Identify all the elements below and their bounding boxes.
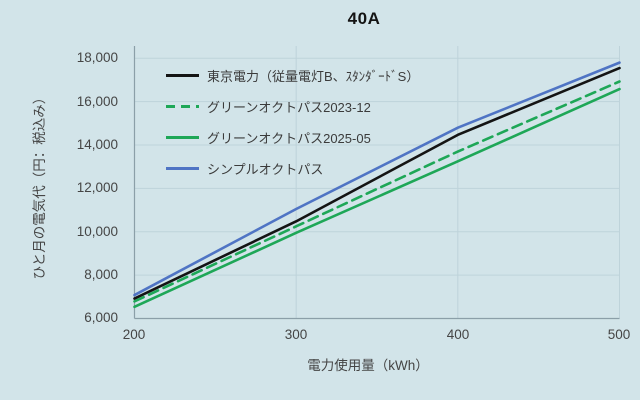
legend-item-green-octopus-2025-05: グリーンオクトパス2025-05 (166, 122, 419, 153)
y-tick-label: 10,000 (76, 224, 118, 239)
x-axis-title: 電力使用量（kWh） (307, 358, 429, 373)
legend-line-sample-blue-solid (166, 167, 199, 170)
x-tick-label: 400 (446, 327, 470, 342)
y-axis-title: ひと月の電気代（円：税込み） (32, 90, 47, 280)
legend-line-sample-black-solid (166, 74, 199, 77)
legend-label: グリーンオクトパス2025-05 (207, 131, 371, 146)
y-tick-label: 14,000 (76, 137, 118, 152)
x-tick-label: 300 (284, 327, 308, 342)
legend-item-simple-octopus: シンプルオクトパス (166, 153, 419, 184)
legend-line-sample-green-dashed (166, 105, 199, 108)
y-tick-label: 12,000 (76, 180, 118, 195)
y-tick-label: 16,000 (76, 94, 118, 109)
legend-line-sample-green-solid (166, 136, 199, 139)
legend-item-tepco: 東京電力（従量電灯B、ｽﾀﾝﾀﾞｰﾄﾞS） (166, 60, 419, 91)
legend-label: グリーンオクトパス2023-12 (207, 100, 371, 115)
legend-label: シンプルオクトパス (207, 162, 324, 177)
chart-title: 40A (347, 9, 381, 28)
legend: 東京電力（従量電灯B、ｽﾀﾝﾀﾞｰﾄﾞS） グリーンオクトパス2023-12 グ… (166, 60, 419, 184)
y-tick-label: 18,000 (76, 50, 118, 65)
y-tick-label: 6,000 (84, 310, 118, 325)
legend-label: 東京電力（従量電灯B、ｽﾀﾝﾀﾞｰﾄﾞS） (207, 69, 420, 84)
y-tick-label: 8,000 (84, 267, 118, 282)
x-tick-label: 500 (607, 327, 631, 342)
x-tick-label: 200 (122, 327, 146, 342)
legend-item-green-octopus-2023-12: グリーンオクトパス2023-12 (166, 91, 419, 122)
